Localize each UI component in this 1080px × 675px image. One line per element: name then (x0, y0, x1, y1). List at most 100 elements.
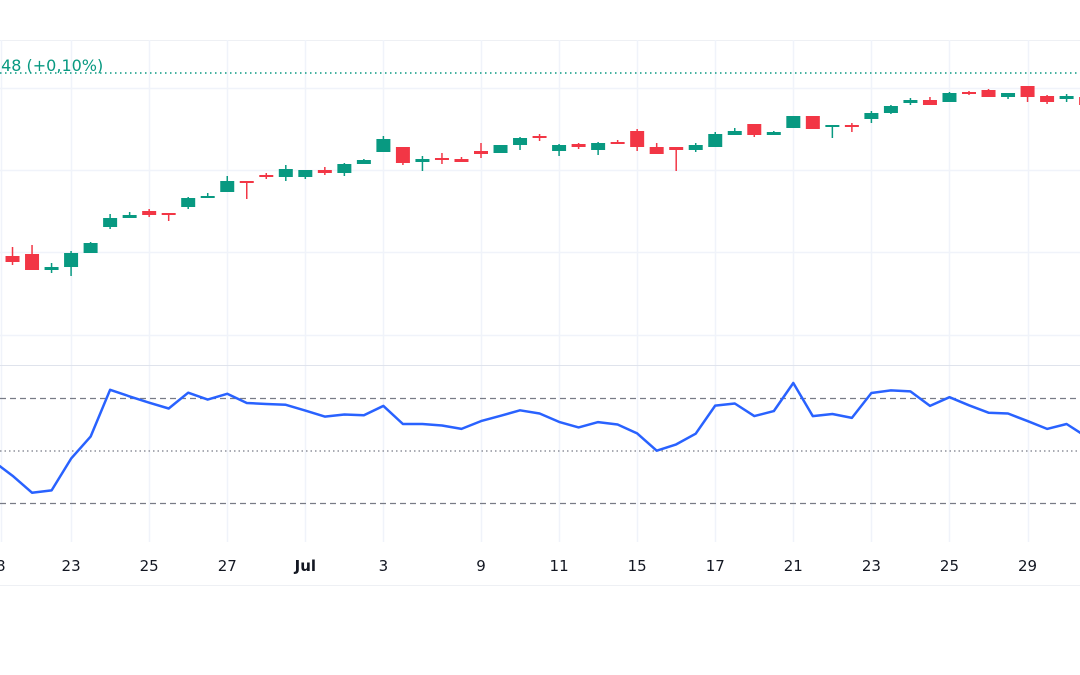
candle-body (1020, 86, 1035, 97)
candle-body (864, 113, 879, 119)
candle (591, 142, 606, 155)
time-axis-label: 9 (476, 557, 486, 575)
candle (278, 165, 293, 181)
candle (376, 136, 391, 152)
candle-body (825, 125, 840, 127)
candle (434, 153, 449, 164)
candle-body (25, 254, 40, 270)
candle (883, 105, 898, 114)
candle (981, 89, 996, 97)
candle (142, 209, 157, 217)
candle (786, 116, 801, 128)
candle-body (83, 243, 98, 253)
candle-body (962, 92, 976, 94)
candle (122, 212, 137, 218)
candle-body (610, 142, 625, 144)
candle-body (844, 125, 859, 127)
candle (64, 251, 79, 276)
candle-body (688, 145, 703, 150)
candle (103, 214, 118, 229)
candle (395, 147, 410, 165)
candle-body (591, 143, 606, 150)
candle (83, 242, 98, 253)
candle-body (513, 138, 528, 145)
candle (337, 163, 352, 176)
time-axis-label: 21 (784, 557, 803, 575)
candle (181, 197, 196, 209)
time-axis-label: 23 (62, 557, 81, 575)
candle (220, 176, 235, 192)
candle-body (747, 124, 762, 135)
candle (864, 111, 879, 123)
candle (1020, 86, 1035, 102)
candle (532, 134, 547, 141)
candle-body (122, 215, 137, 218)
time-axis-label: 8 (0, 557, 6, 575)
candle-body (1001, 93, 1016, 97)
candle (513, 137, 528, 150)
candle-body (474, 151, 488, 154)
candle (649, 143, 664, 154)
candle-body (317, 170, 332, 173)
grid (0, 40, 1080, 586)
candle-body (571, 144, 586, 147)
time-axis-label: 27 (218, 557, 237, 575)
candle-body (727, 131, 742, 135)
candle (922, 97, 937, 105)
candle (239, 181, 254, 199)
candle-body (1059, 96, 1074, 99)
rsi-line (0, 381, 1080, 494)
candle-body (239, 181, 254, 183)
candle-body (942, 93, 957, 102)
candle-body (376, 139, 391, 152)
candle-body (1040, 96, 1055, 102)
candle-body (805, 116, 820, 129)
candle-body (708, 134, 723, 147)
candle (259, 173, 274, 179)
candle (805, 116, 820, 129)
candle-body (786, 116, 801, 128)
candle (727, 128, 742, 135)
candle (903, 98, 918, 105)
candle-body (415, 159, 430, 162)
candle-body (220, 181, 235, 192)
candle (356, 159, 371, 164)
candle (44, 263, 59, 273)
candle (669, 147, 684, 171)
candle-body (903, 100, 918, 103)
candle-body (532, 136, 547, 138)
candle (688, 143, 703, 152)
candle (962, 91, 976, 95)
candle-body (337, 164, 352, 173)
candle (1040, 95, 1055, 104)
time-axis-label: 3 (379, 557, 389, 575)
price-pane[interactable] (0, 72, 1080, 276)
candle-body (64, 253, 79, 267)
time-axis-label: Jul (294, 557, 316, 575)
candle-body (181, 198, 196, 207)
candle (766, 131, 781, 135)
candle-body (669, 147, 684, 150)
time-axis[interactable]: 8 23 25 27 Jul 3 9 11 15 17 21 23 25 29 (0, 557, 1037, 575)
time-axis-label: 11 (550, 557, 569, 575)
candle (5, 247, 20, 265)
candle (25, 245, 40, 270)
candle-body (103, 218, 118, 227)
candle-body (44, 267, 59, 270)
rsi-pane[interactable] (0, 381, 1080, 505)
candle (610, 140, 625, 144)
candle (844, 123, 859, 132)
candle-body (766, 132, 781, 135)
time-axis-label: 15 (628, 557, 647, 575)
candle-body (630, 131, 645, 147)
candle (942, 92, 957, 102)
candle-body (161, 213, 176, 215)
candle-body (552, 145, 567, 151)
candle-body (922, 100, 937, 105)
candle-body (454, 159, 469, 162)
last-price-label: ,48 (+0,10%) (0, 56, 103, 75)
candle (571, 143, 586, 149)
candle (630, 129, 645, 151)
candle (298, 170, 313, 179)
